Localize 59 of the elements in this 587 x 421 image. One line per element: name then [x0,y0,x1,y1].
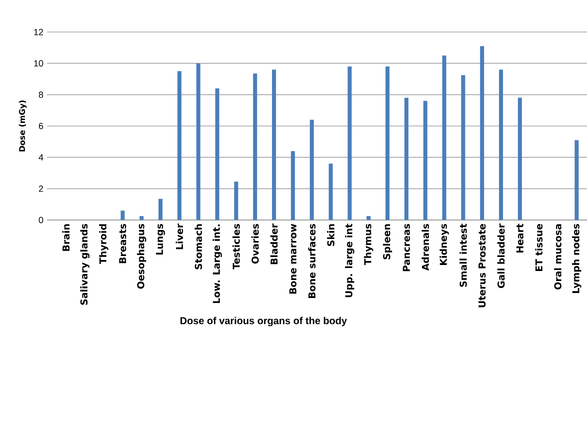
bar [480,46,484,220]
x-tick-label: Bladder [270,224,278,264]
y-tick-label: 6 [38,122,44,130]
bar [120,210,125,220]
x-tick-label: Oesophagus [136,224,146,289]
x-tick-label: Bone surfaces [308,224,316,298]
x-tick-label: Stomach [194,224,202,270]
bar [498,70,503,220]
x-tick-label: Pancreas [402,224,410,272]
bar [290,151,295,220]
bar [140,216,144,220]
x-tick-label: Ovaries [251,224,259,264]
bar [158,198,162,220]
x-tick-label: Gall bladder [497,224,505,288]
x-tick-label: Upp. large int [345,224,354,298]
bar [423,100,428,220]
x-tick-label: Oral mucosa [554,224,562,290]
bar [574,140,579,220]
bar [442,55,446,220]
x-tick-label: Lymph nodes [572,224,582,293]
bar [253,74,258,220]
y-tick-label: 12 [34,28,44,36]
y-tick-label: 4 [38,154,44,160]
x-tick-label: ET tissue [535,224,542,272]
bar [366,216,371,220]
bar [328,164,333,220]
bar [518,98,522,220]
x-tick-label: Spleen [382,224,392,260]
y-tick-label: 10 [34,60,44,67]
x-tick-label: Lungs [156,224,165,255]
x-tick-label: Testicles [232,224,240,270]
bar [196,63,200,220]
bar [272,70,276,220]
bar [404,98,408,220]
x-tick-label: Skin [327,224,334,246]
x-tick-label: Uterus Prostate [478,224,486,308]
bar [310,120,314,220]
bar [385,66,390,220]
x-tick-label: Kidneys [440,224,449,265]
y-tick-label: 8 [38,91,44,98]
x-tick-label: Liver [176,224,184,250]
y-tick-label: 2 [38,186,44,192]
bar [177,71,182,220]
bar [234,182,238,220]
x-tick-label: Breasts [119,224,126,264]
x-tick-label: Adrenals [422,224,429,271]
x-tick-label: Thyroid [99,224,108,264]
bar [461,75,466,220]
x-tick-label: Brain [62,224,70,251]
x-tick-label: Salivary glands [80,224,90,305]
x-tick-label: Bone marrow [289,224,296,294]
x-axis-title: Dose of various organs of the body [180,316,347,326]
x-tick-label: Low. Large int. [212,224,222,303]
bar [348,66,352,220]
y-tick-label: 0 [38,216,44,224]
x-tick-label: Heart [516,224,524,253]
x-tick-label: Small intest [460,224,467,287]
x-tick-label: Thymus [364,224,374,266]
bar [215,88,220,220]
